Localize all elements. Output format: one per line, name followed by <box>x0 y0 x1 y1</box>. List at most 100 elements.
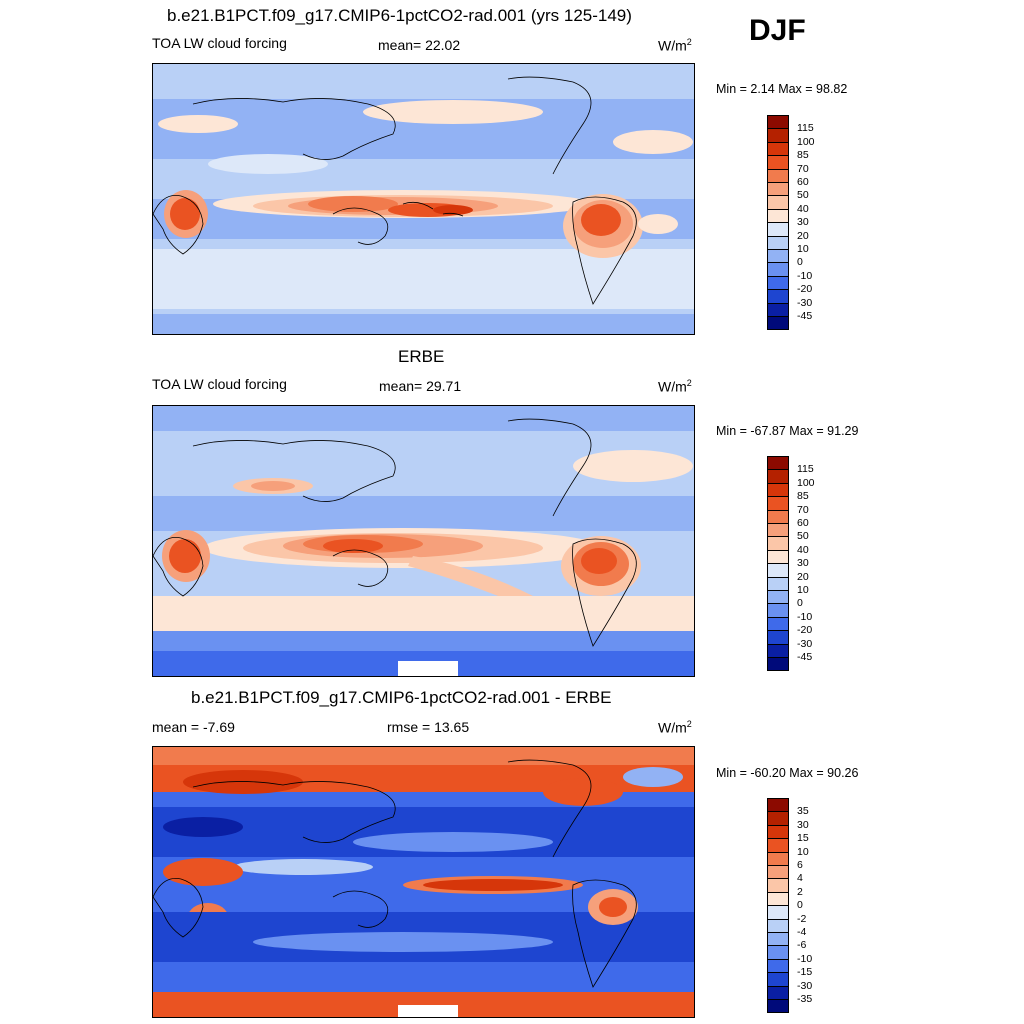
colorbar-swatch <box>767 576 789 591</box>
colorbar-swatch <box>767 141 789 157</box>
colorbar-tick-label: 60 <box>797 517 809 529</box>
colorbar-tick-label: 115 <box>797 122 814 135</box>
colorbar-tick-label: 0 <box>797 256 803 269</box>
colorbar-tick-label: -10 <box>797 610 813 623</box>
panel-1-field-label: TOA LW cloud forcing <box>152 35 287 51</box>
colorbar-swatch <box>767 851 789 866</box>
colorbar-tick-label: -30 <box>797 296 813 309</box>
colorbar-tick-label: 85 <box>797 149 809 162</box>
colorbar-tick-label: -2 <box>797 912 807 925</box>
colorbar-tick-label: 85 <box>797 490 809 503</box>
panel-1-title: b.e21.B1PCT.f09_g17.CMIP6-1pctCO2-rad.00… <box>167 6 632 25</box>
colorbar-swatch <box>767 115 789 130</box>
colorbar-swatch <box>767 603 789 618</box>
colorbar-swatch <box>767 798 789 813</box>
colorbar-tick-label: -30 <box>797 979 813 992</box>
colorbar-swatch <box>767 182 789 197</box>
colorbar-swatch <box>767 838 789 853</box>
panel-2-mean: mean= 29.71 <box>379 378 462 394</box>
panel-2-minmax: Min = -67.87 Max = 91.29 <box>716 424 859 438</box>
colorbar-swatch <box>767 630 789 645</box>
colorbar-swatch <box>767 932 789 947</box>
colorbar-swatch <box>767 509 789 524</box>
colorbar-swatch <box>767 155 789 170</box>
colorbar-tick-label: 70 <box>797 503 809 516</box>
colorbar-swatch <box>767 168 789 183</box>
panel-2-field-label: TOA LW cloud forcing <box>152 376 287 392</box>
colorbar-tick-label: -4 <box>797 926 807 938</box>
colorbar-tick-label: -15 <box>797 966 813 979</box>
colorbar-swatch <box>767 999 789 1014</box>
colorbar-tick-label: 30 <box>797 557 809 570</box>
units-text: W/m <box>658 719 687 736</box>
colorbar-tick-label: 4 <box>797 872 803 885</box>
colorbar-tick-label: 40 <box>797 543 809 556</box>
colorbar-tick-label: -45 <box>797 651 813 663</box>
panel-3-title: b.e21.B1PCT.f09_g17.CMIP6-1pctCO2-rad.00… <box>191 688 612 707</box>
colorbar-swatch <box>767 469 789 484</box>
colorbar-swatch <box>767 222 789 237</box>
colorbar-tick-label: 100 <box>797 476 815 489</box>
model-cloud-forcing-map <box>153 64 694 334</box>
colorbar-tick-label: 20 <box>797 229 809 242</box>
panel-2-units: W/m2 <box>658 378 692 395</box>
colorbar-swatch <box>767 249 789 264</box>
panel-3-mean: mean = -7.69 <box>152 719 235 735</box>
colorbar-tick-label: 2 <box>797 885 803 898</box>
colorbar-swatch <box>767 657 789 672</box>
colorbar-tick-label: 0 <box>797 597 803 610</box>
panel-1-units: W/m2 <box>658 37 692 54</box>
colorbar-tick-label: 50 <box>797 189 809 202</box>
panel-1-mean: mean= 22.02 <box>378 37 461 53</box>
colorbar-tick-label: 0 <box>797 899 803 912</box>
colorbar-swatch <box>767 563 789 578</box>
colorbar-swatch <box>767 496 789 511</box>
colorbar-swatch <box>767 482 789 498</box>
colorbar-tick-label: 50 <box>797 530 809 543</box>
colorbar-swatch <box>767 891 789 907</box>
colorbar-swatch <box>767 316 789 331</box>
colorbar-tick-label: -30 <box>797 637 813 650</box>
colorbar-tick-label: 70 <box>797 162 809 175</box>
colorbar-swatch <box>767 918 789 933</box>
units-exponent: 2 <box>686 378 692 388</box>
panel-3-colorbar: 35 30 15 10 6 4 2 0 -2 -4 -6 -10 -15 -30 -35 <box>767 798 847 1014</box>
panel-3-units: W/m2 <box>658 719 692 736</box>
panel-1-minmax: Min = 2.14 Max = 98.82 <box>716 82 848 96</box>
colorbar-tick-label: 35 <box>797 805 809 818</box>
colorbar-tick-label: -45 <box>797 310 813 322</box>
obs-cloud-forcing-map <box>153 406 694 676</box>
colorbar-swatch <box>767 590 789 605</box>
colorbar-swatch <box>767 811 789 826</box>
colorbar-swatch <box>767 905 789 920</box>
colorbar-swatch <box>767 945 789 960</box>
season-label: DJF <box>749 14 806 47</box>
colorbar-swatch <box>767 958 789 974</box>
colorbar-swatch <box>767 549 789 565</box>
panel-2-title: ERBE <box>398 347 445 366</box>
colorbar-swatch <box>767 536 789 551</box>
colorbar-tick-label: 115 <box>797 463 814 476</box>
colorbar-tick-label: 15 <box>797 832 809 845</box>
colorbar-swatch <box>767 262 789 277</box>
colorbar-tick-label: -10 <box>797 269 813 282</box>
colorbar-swatch <box>767 824 789 840</box>
colorbar-swatch <box>767 235 789 250</box>
colorbar-swatch <box>767 616 789 632</box>
panel-1-colorbar: 115 100 85 70 60 50 40 30 20 10 0 -10 -20 -30 -45 <box>767 115 847 331</box>
colorbar-tick-label: -35 <box>797 993 813 1005</box>
colorbar-swatch <box>767 128 789 143</box>
colorbar-swatch <box>767 523 789 538</box>
difference-map <box>153 747 694 1017</box>
units-exponent: 2 <box>686 37 692 47</box>
colorbar-swatch <box>767 456 789 471</box>
colorbar-tick-label: 30 <box>797 216 809 229</box>
colorbar-tick-label: 60 <box>797 176 809 188</box>
colorbar-swatch <box>767 289 789 304</box>
colorbar-tick-label: 10 <box>797 243 809 255</box>
units-text: W/m <box>658 37 687 54</box>
colorbar-swatch <box>767 195 789 210</box>
colorbar-swatch <box>767 985 789 1000</box>
colorbar-tick-label: 10 <box>797 845 809 858</box>
colorbar-swatch <box>767 302 789 317</box>
